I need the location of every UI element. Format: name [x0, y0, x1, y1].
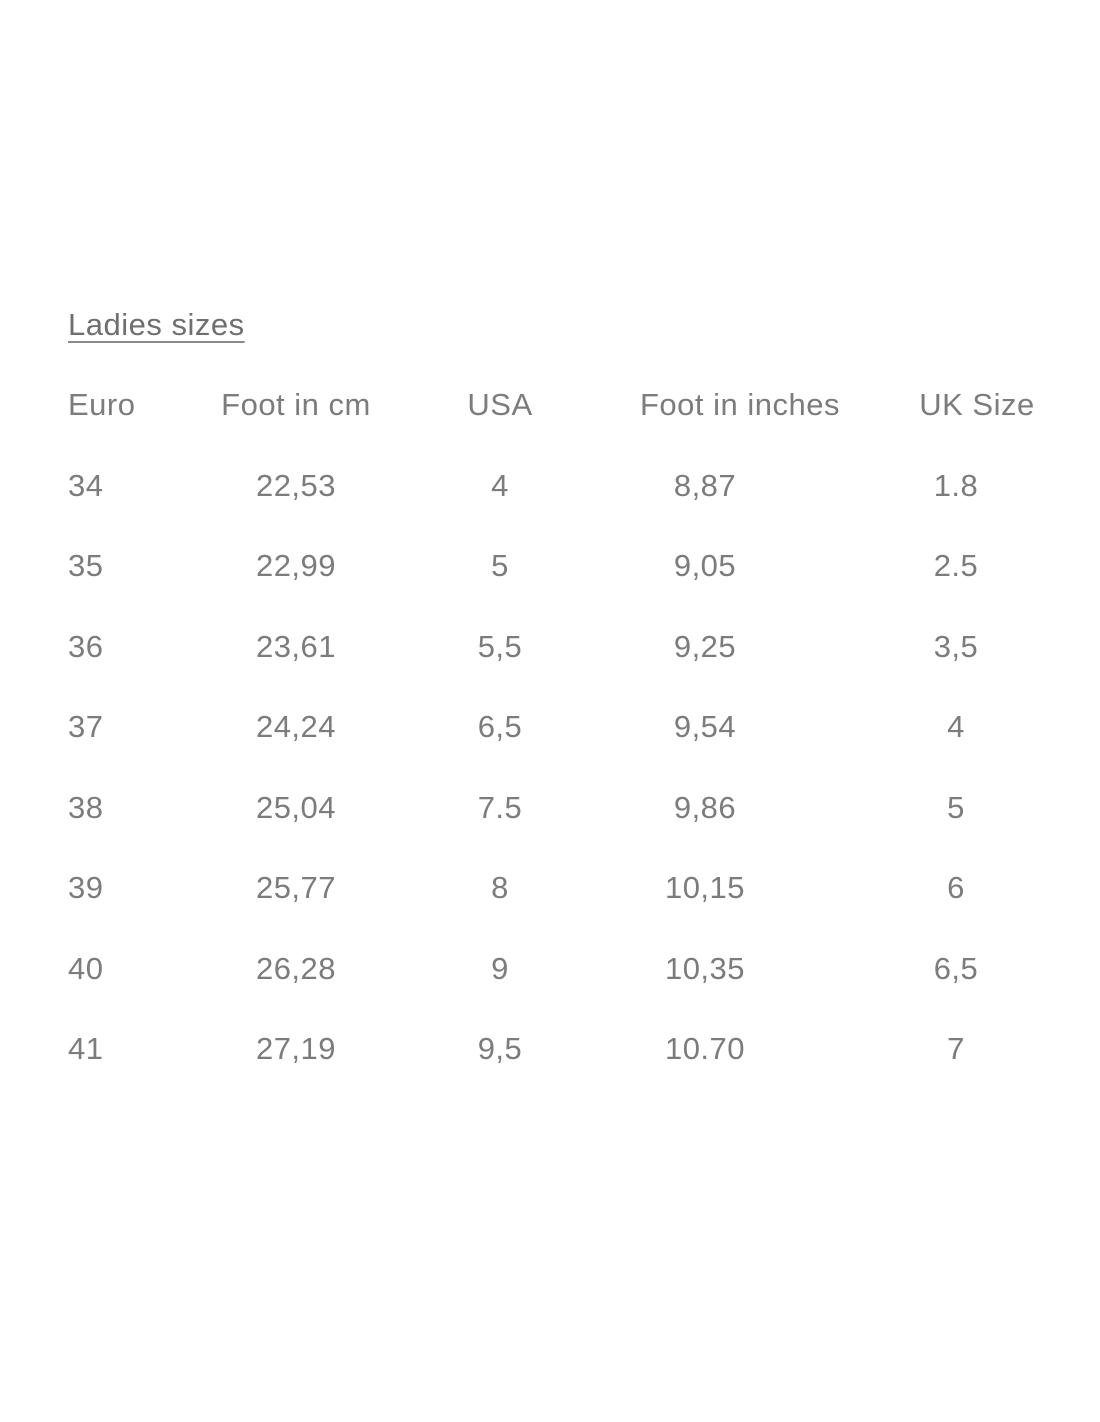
cell-euro: 39 — [68, 870, 104, 906]
cell-uk-size: 4 — [947, 709, 965, 745]
cell-euro: 35 — [68, 548, 104, 584]
column-header-uk-size: UK Size — [919, 387, 1035, 423]
page-title-text: Ladies sizes — [68, 307, 245, 342]
cell-foot-inches: 9,05 — [673, 548, 737, 584]
cell-foot-inches: 10,15 — [664, 870, 746, 906]
ladies-sizes-table: Euro Foot in cm USA Foot in inches UK Si… — [68, 365, 1100, 1090]
cell-uk-size: 3,5 — [933, 628, 979, 664]
cell-euro: 36 — [68, 628, 104, 664]
table-row: 41 27,19 9,5 10.70 7 — [68, 1009, 1100, 1090]
cell-usa: 4 — [491, 467, 509, 503]
size-chart-section: Ladies sizes Euro Foot in cm USA Foot in… — [68, 285, 1100, 1090]
cell-foot-cm: 25,77 — [255, 870, 337, 906]
cell-foot-cm: 27,19 — [255, 1031, 337, 1067]
cell-foot-cm: 23,61 — [255, 628, 337, 664]
cell-foot-cm: 22,53 — [255, 467, 337, 503]
table-row: 35 22,99 5 9,05 2.5 — [68, 526, 1100, 607]
cell-uk-size: 6 — [947, 870, 965, 906]
cell-euro: 38 — [68, 789, 104, 825]
cell-foot-cm: 24,24 — [255, 709, 337, 745]
cell-uk-size: 2.5 — [933, 548, 979, 584]
cell-uk-size: 6,5 — [933, 950, 979, 986]
cell-foot-inches: 9,54 — [673, 709, 737, 745]
cell-usa: 5 — [491, 548, 509, 584]
cell-uk-size: 1.8 — [933, 467, 979, 503]
cell-foot-inches: 10,35 — [664, 950, 746, 986]
cell-foot-inches: 8,87 — [673, 467, 737, 503]
page-title: Ladies sizes — [68, 285, 1100, 365]
cell-foot-inches: 9,86 — [673, 789, 737, 825]
table-row: 39 25,77 8 10,15 6 — [68, 848, 1100, 929]
cell-usa: 8 — [491, 870, 509, 906]
cell-uk-size: 7 — [947, 1031, 965, 1067]
table-row: 36 23,61 5,5 9,25 3,5 — [68, 607, 1100, 688]
column-header-foot-cm: Foot in cm — [221, 387, 371, 423]
table-row: 38 25,04 7.5 9,86 5 — [68, 768, 1100, 849]
cell-euro: 40 — [68, 950, 104, 986]
cell-foot-cm: 22,99 — [255, 548, 337, 584]
column-header-usa: USA — [467, 387, 533, 423]
cell-euro: 37 — [68, 709, 104, 745]
cell-euro: 41 — [68, 1031, 104, 1067]
table-row: 34 22,53 4 8,87 1.8 — [68, 446, 1100, 527]
cell-usa: 7.5 — [477, 789, 523, 825]
cell-usa: 6,5 — [477, 709, 523, 745]
column-header-euro: Euro — [68, 387, 136, 423]
column-header-foot-inches: Foot in inches — [640, 387, 840, 423]
cell-euro: 34 — [68, 467, 104, 503]
table-row: 37 24,24 6,5 9,54 4 — [68, 687, 1100, 768]
cell-foot-inches: 10.70 — [664, 1031, 746, 1067]
cell-usa: 5,5 — [477, 628, 523, 664]
cell-foot-cm: 25,04 — [255, 789, 337, 825]
cell-usa: 9 — [491, 950, 509, 986]
cell-foot-cm: 26,28 — [255, 950, 337, 986]
cell-foot-inches: 9,25 — [673, 628, 737, 664]
cell-uk-size: 5 — [947, 789, 965, 825]
cell-usa: 9,5 — [477, 1031, 523, 1067]
table-row: 40 26,28 9 10,35 6,5 — [68, 929, 1100, 1010]
header-row: Euro Foot in cm USA Foot in inches UK Si… — [68, 365, 1100, 446]
